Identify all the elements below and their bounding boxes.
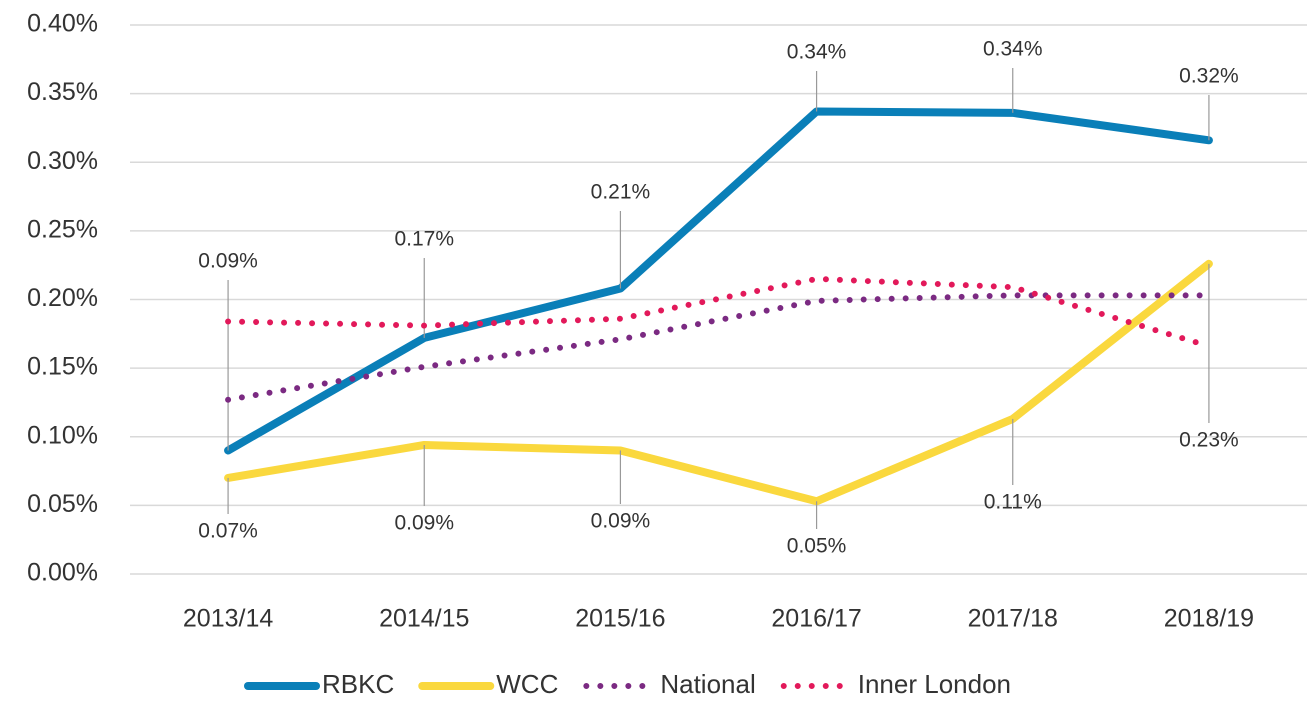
data-label: 0.23% [1179, 429, 1239, 452]
data-label: 0.17% [394, 228, 454, 251]
data-label: 0.21% [591, 181, 651, 204]
data-label: 0.34% [983, 38, 1043, 61]
series-line [225, 275, 1212, 350]
series-line [224, 259, 1213, 506]
data-label: 0.07% [198, 520, 258, 543]
data-label: 0.09% [591, 510, 651, 533]
y-tick-label: 0.10% [27, 421, 98, 449]
y-tick-label: 0.30% [27, 147, 98, 175]
x-tick-label: 2013/14 [183, 605, 273, 633]
data-label: 0.05% [787, 535, 847, 558]
y-tick-label: 0.05% [27, 490, 98, 518]
x-tick-label: 2017/18 [968, 605, 1058, 633]
y-tick-label: 0.00% [27, 559, 98, 587]
legend-label: National [660, 669, 755, 699]
y-tick-label: 0.15% [27, 353, 98, 381]
y-tick-label: 0.35% [27, 78, 98, 106]
legend-label: Inner London [858, 669, 1011, 699]
data-label: 0.11% [984, 491, 1042, 514]
legend-label: WCC [496, 669, 558, 699]
x-tick-label: 2014/15 [379, 605, 469, 633]
data-label: 0.09% [198, 250, 258, 273]
x-tick-label: 2016/17 [771, 605, 861, 633]
x-tick-label: 2015/16 [575, 605, 665, 633]
data-label: 0.34% [787, 41, 847, 64]
data-label: 0.32% [1179, 65, 1239, 88]
x-tick-label: 2018/19 [1164, 605, 1254, 633]
series-line [225, 292, 1212, 403]
y-tick-label: 0.40% [27, 10, 98, 38]
y-tick-label: 0.20% [27, 284, 98, 312]
data-label: 0.09% [394, 512, 454, 535]
y-tick-label: 0.25% [27, 215, 98, 243]
legend-label: RBKC [322, 669, 394, 699]
series-line [224, 107, 1213, 455]
